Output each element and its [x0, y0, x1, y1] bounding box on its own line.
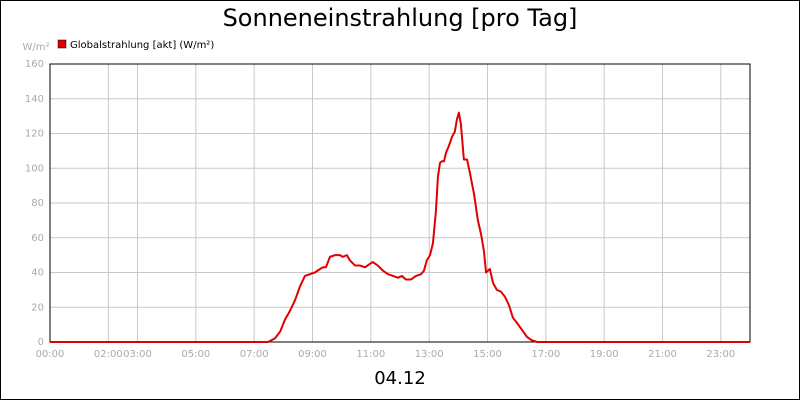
x-tick-label: 02:00: [94, 349, 123, 360]
y-tick-label: 60: [31, 233, 44, 244]
x-tick-label: 07:00: [240, 349, 269, 360]
plot-area: [49, 63, 751, 343]
y-tick-label: 20: [31, 302, 44, 313]
y-tick-label: 0: [38, 337, 44, 348]
chart-title: Sonneneinstrahlung [pro Tag]: [223, 4, 578, 32]
x-tick-label: 21:00: [648, 349, 677, 360]
line: [50, 111, 750, 343]
x-tick-label: 03:00: [123, 349, 152, 360]
y-unit: W/m²: [22, 42, 49, 53]
x-tick-label: 13:00: [415, 349, 444, 360]
x-tick-label: 00:00: [36, 349, 65, 360]
y-tick-label: 40: [31, 268, 44, 279]
x-tick-label: 15:00: [473, 349, 502, 360]
y-tick-label: 80: [31, 198, 44, 209]
x-tick-label: 05:00: [181, 349, 210, 360]
legend-label: Globalstrahlung [akt] (W/m²): [70, 40, 214, 51]
x-tick-label: 17:00: [531, 349, 560, 360]
x-tick-label: 11:00: [356, 349, 385, 360]
x-tick-label: 19:00: [590, 349, 619, 360]
y-tick-label: 120: [25, 129, 44, 140]
legend-swatch: [57, 39, 67, 49]
y-tick-label: 100: [25, 163, 44, 174]
x-tick-label: 09:00: [298, 349, 327, 360]
x-axis-label: 04.12: [374, 368, 426, 389]
x-tick-label: 23:00: [706, 349, 735, 360]
y-tick-label: 160: [25, 59, 44, 70]
y-tick-label: 140: [25, 94, 44, 105]
